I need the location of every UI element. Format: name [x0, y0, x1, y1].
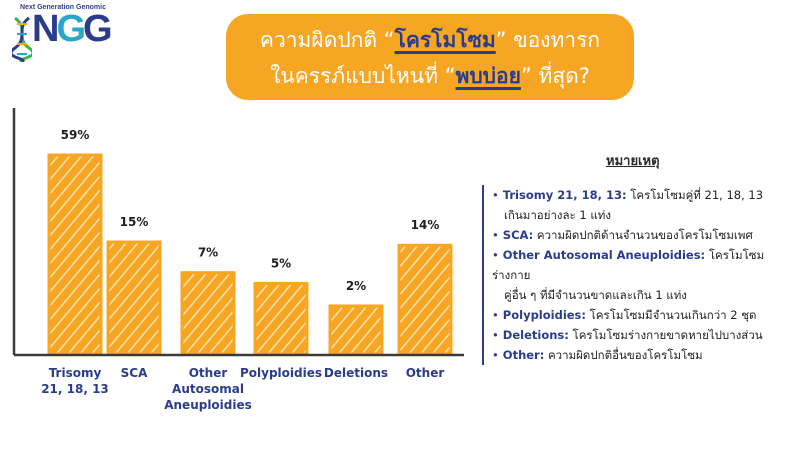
title-line-2-prefix: ในครรภ์แบบไหนที่ “	[270, 64, 456, 88]
title-line-2: ในครรภ์แบบไหนที่ “พบบ่อย” ที่สุด?	[226, 58, 634, 94]
tick-label-0-0: Trisomy	[49, 366, 102, 380]
logo-letters: NGG	[32, 8, 113, 50]
legend-description: โครโมโซมมีจำนวนเกินกว่า 2 ชุด	[586, 308, 757, 322]
legend-item: • SCA: ความผิดปกติด้านจำนวนของโครโมโซมเพศ	[492, 225, 792, 245]
logo-letter-g1: G	[56, 8, 86, 50]
title-line-1-suffix: ” ของทารก	[495, 28, 601, 52]
legend-description: โครโมโซมคู่ที่ 21, 18, 13	[626, 188, 764, 202]
bar-2	[180, 271, 236, 356]
legend-description: โครโมโซมร่างกายขาดหายไปบางส่วน	[568, 328, 763, 342]
data-label-0: 59%	[61, 128, 90, 142]
tick-label-2-1: Autosomal	[172, 382, 244, 396]
data-label-2: 7%	[198, 246, 218, 260]
dna-helix-icon	[12, 16, 32, 62]
bar-chart: 59% 15% 7% 5% 2% 14% Trisomy 21, 18, 13 SCA Othe…	[12, 108, 464, 412]
legend-description-cont: คู่อื่น ๆ ที่มีจำนวนขาดและเกิน 1 แท่ง	[504, 288, 687, 302]
bar-1	[106, 240, 162, 356]
legend-term: Other:	[502, 348, 545, 362]
bullet-icon: •	[492, 248, 499, 262]
legend-term: Other Autosomal Aneuploidies:	[502, 248, 706, 262]
legend-description: ความผิดปกติอื่นของโครโมโซม	[544, 348, 703, 362]
title-line-1: ความผิดปกติ “โครโมโซม” ของทารก	[226, 22, 634, 58]
bar-3	[253, 281, 309, 356]
tick-label-2-0: Other	[189, 366, 228, 380]
bullet-icon: •	[492, 348, 499, 362]
legend-description: ความผิดปกติด้านจำนวนของโครโมโซมเพศ	[533, 228, 753, 242]
bar-0	[47, 153, 103, 356]
bullet-icon: •	[492, 228, 499, 242]
data-label-3: 5%	[271, 256, 291, 270]
legend: หมายเหตุ • Trisomy 21, 18, 13: โครโมโซมคู…	[482, 150, 792, 365]
data-label-4: 2%	[346, 279, 366, 293]
bullet-icon: •	[492, 328, 499, 342]
bullet-icon: •	[492, 188, 499, 202]
title-banner: ความผิดปกติ “โครโมโซม” ของทารก ในครรภ์แบ…	[226, 14, 634, 100]
logo-letter-g2: G	[83, 8, 113, 50]
logo-tagline: Next Generation Genomic	[20, 4, 106, 11]
legend-term: SCA:	[502, 228, 534, 242]
legend-description-cont: เกินมาอย่างละ 1 แท่ง	[504, 208, 611, 222]
legend-title: หมายเหตุ	[606, 154, 660, 169]
tick-label-5-0: Other	[406, 366, 445, 380]
legend-term: Polyploidies:	[502, 308, 586, 322]
data-label-1: 15%	[120, 215, 149, 229]
legend-term: Deletions:	[502, 328, 569, 342]
tick-label-2-2: Aneuploidies	[164, 398, 252, 412]
bullet-icon: •	[492, 308, 499, 322]
tick-label-0-1: 21, 18, 13	[41, 382, 109, 396]
legend-list: • Trisomy 21, 18, 13: โครโมโซมคู่ที่ 21, …	[482, 185, 792, 365]
legend-item: • Other Autosomal Aneuploidies: โครโมโซมร…	[492, 245, 792, 305]
title-line-1-highlight: โครโมโซม	[394, 28, 496, 52]
legend-item: • Deletions: โครโมโซมร่างกายขาดหายไปบางส่…	[492, 325, 792, 345]
ngg-logo: Next Generation Genomic NGG	[8, 4, 128, 62]
tick-label-1-0: SCA	[121, 366, 148, 380]
legend-description: โครโมโซมร่างกาย	[492, 248, 765, 282]
title-line-2-suffix: ” ที่สุด?	[520, 64, 590, 88]
tick-label-3-0: Polyploidies	[240, 366, 322, 380]
data-label-5: 14%	[411, 218, 440, 232]
legend-term: Trisomy 21, 18, 13:	[502, 188, 627, 202]
title-line-1-prefix: ความผิดปกติ “	[259, 28, 395, 52]
bar-5	[397, 243, 453, 356]
title-line-2-highlight: พบบ่อย	[455, 64, 521, 88]
legend-item: • Other: ความผิดปกติอื่นของโครโมโซม	[492, 345, 792, 365]
legend-item: • Polyploidies: โครโมโซมมีจำนวนเกินกว่า 2…	[492, 305, 792, 325]
logo-letter-n: N	[32, 8, 60, 50]
legend-item: • Trisomy 21, 18, 13: โครโมโซมคู่ที่ 21, …	[492, 185, 792, 225]
bar-4	[328, 304, 384, 356]
tick-label-4-0: Deletions	[324, 366, 388, 380]
